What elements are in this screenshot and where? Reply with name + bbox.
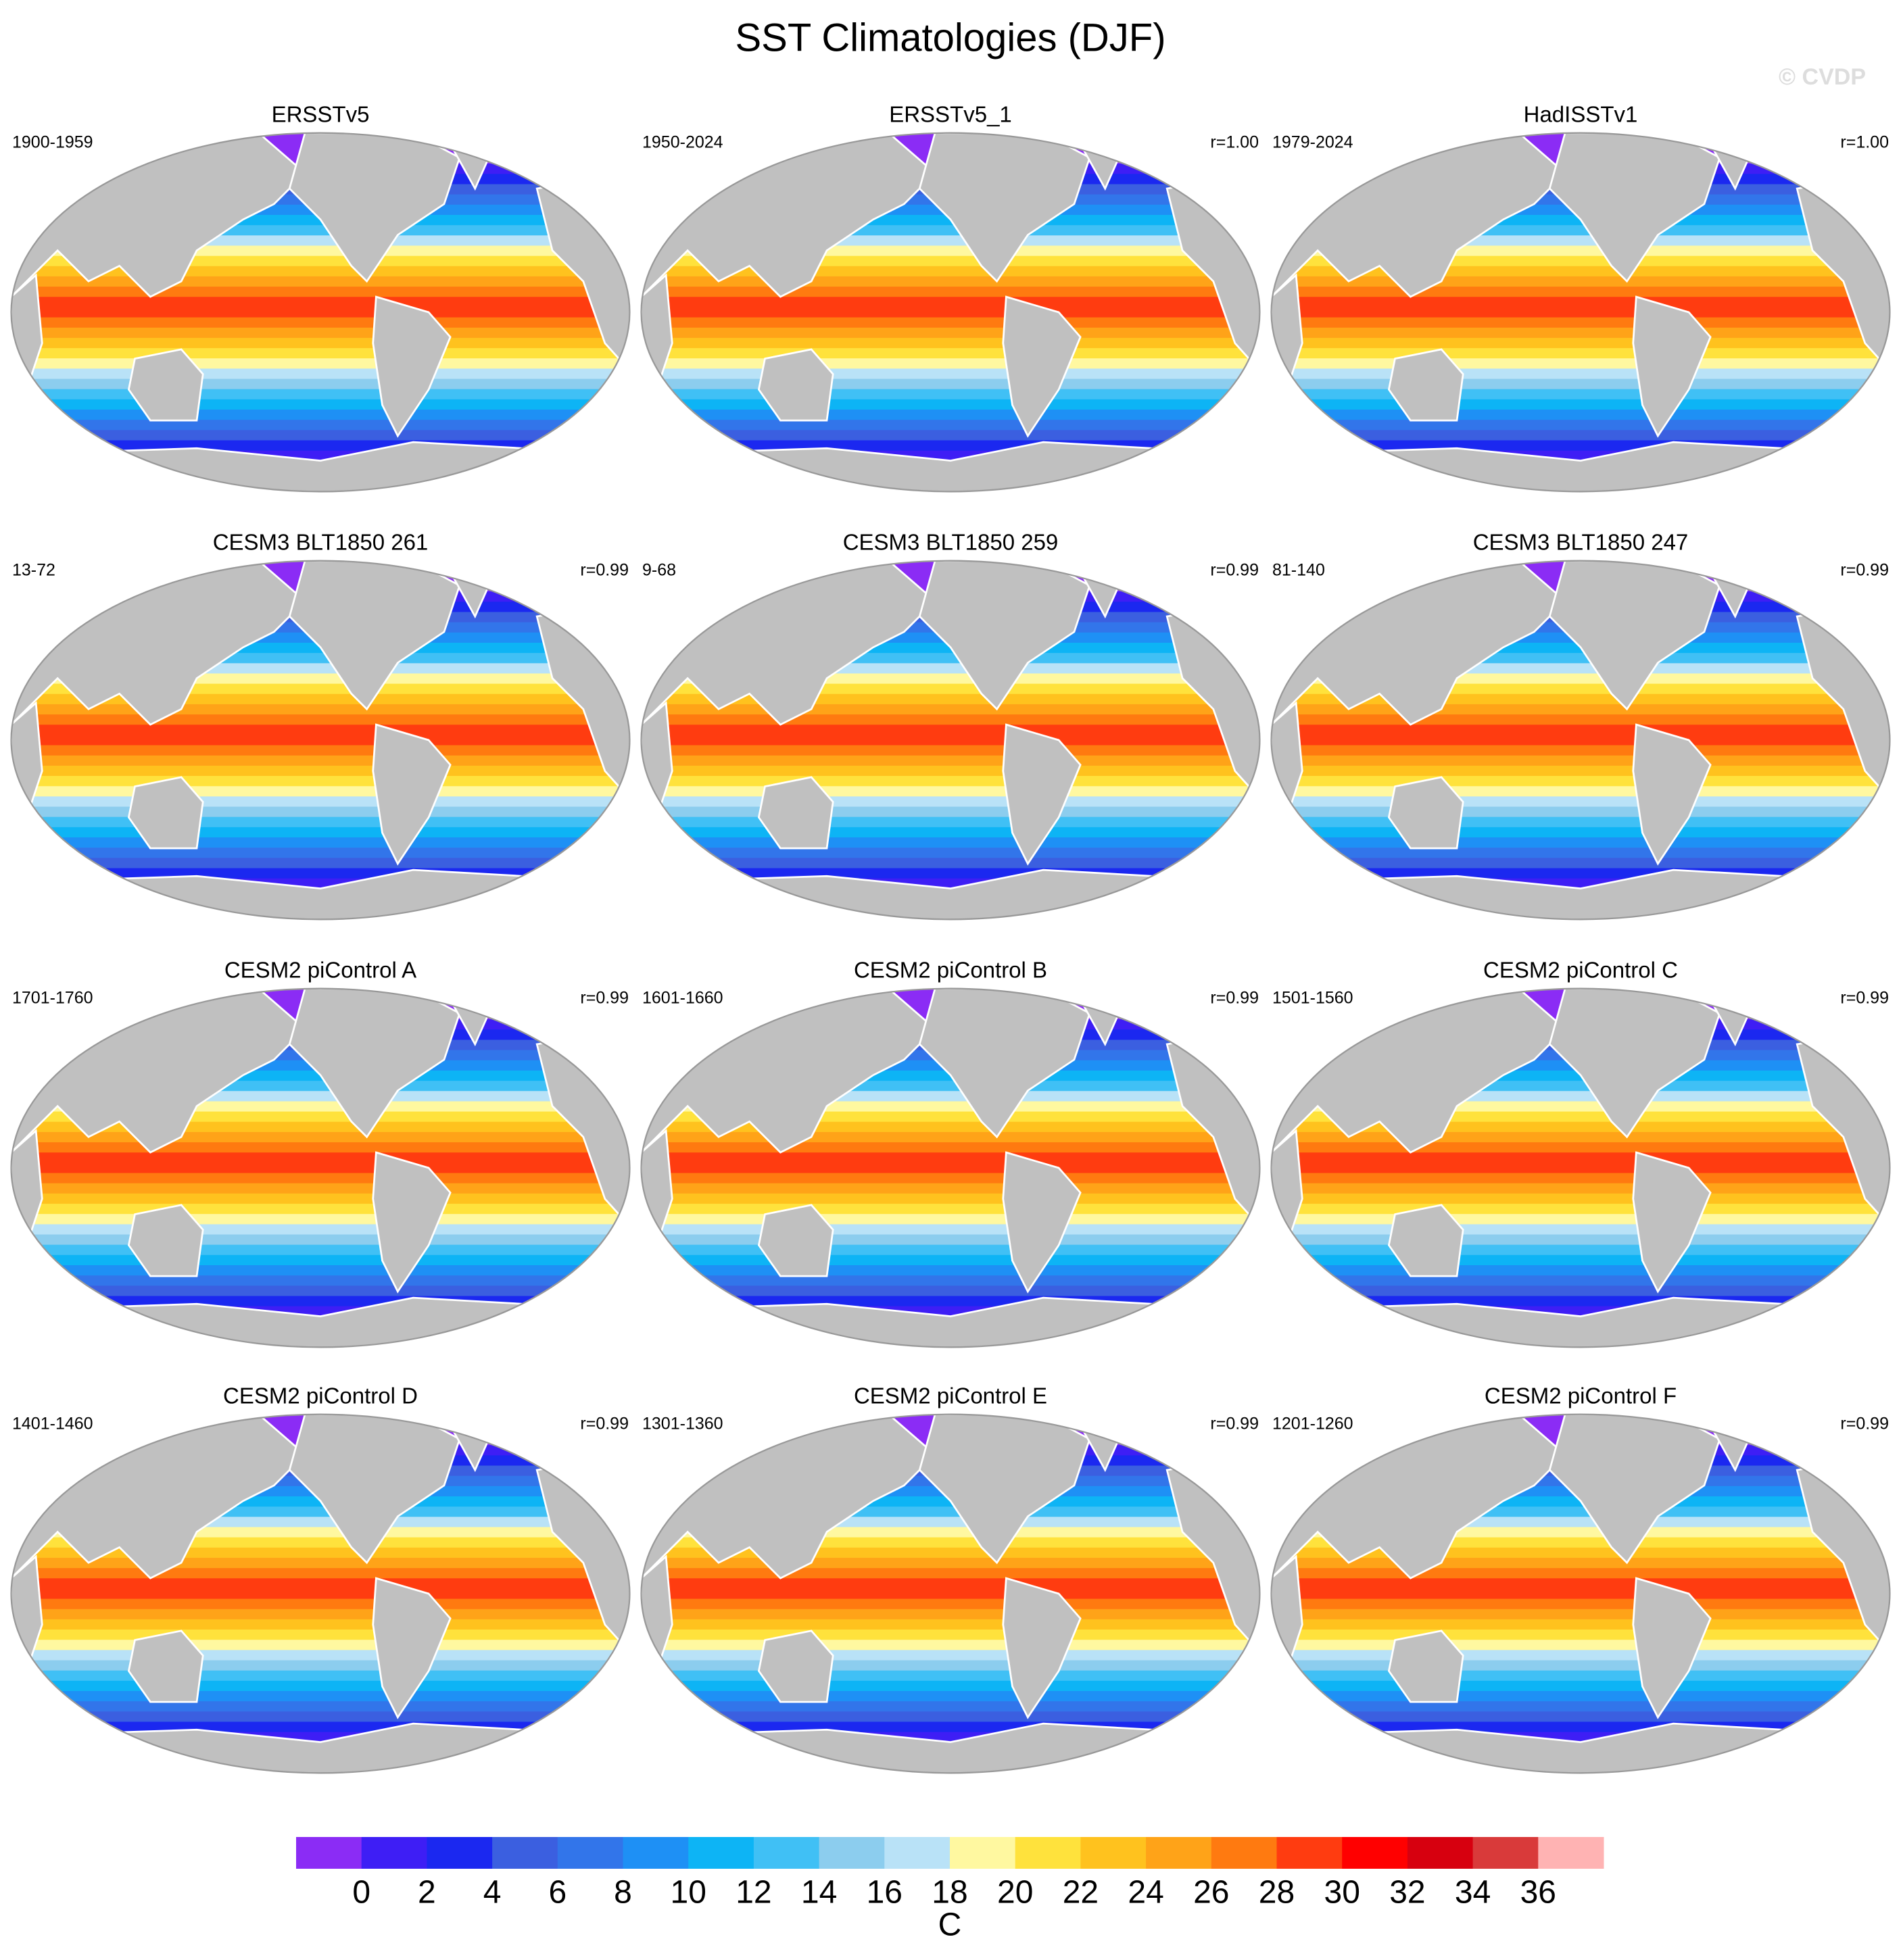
colorbar-label: 6 (548, 1875, 567, 1911)
map (638, 133, 1263, 498)
colorbar-label: 24 (1128, 1875, 1163, 1911)
colorbar-box (1538, 1837, 1604, 1869)
colorbar-box (1472, 1837, 1539, 1869)
colorbar-box (492, 1837, 558, 1869)
colorbar-label: 10 (671, 1875, 706, 1911)
panel-r: r=0.99 (1210, 561, 1259, 580)
panel-title: CESM2 piControl C (1483, 958, 1678, 983)
colorbar-box (1080, 1837, 1147, 1869)
panel-r: r=1.00 (1840, 133, 1889, 152)
colorbar-label: 22 (1063, 1875, 1099, 1911)
map (8, 561, 633, 926)
panel-r: r=1.00 (1210, 133, 1259, 152)
panel-r: r=0.99 (580, 1415, 629, 1434)
colorbar-label: 14 (801, 1875, 837, 1911)
map (1268, 1415, 1893, 1780)
colorbar-box (1276, 1837, 1343, 1869)
colorbar-box (1015, 1837, 1081, 1869)
map (638, 561, 1263, 926)
colorbar-box (557, 1837, 623, 1869)
panel-title: CESM2 piControl B (854, 958, 1047, 983)
colorbar-box (1146, 1837, 1212, 1869)
panel-period: 1401-1460 (12, 1415, 93, 1434)
colorbar-box (296, 1837, 362, 1869)
colorbar-label: 34 (1455, 1875, 1491, 1911)
colorbar-label: 0 (352, 1875, 370, 1911)
panel-title: HadISSTv1 (1524, 102, 1638, 127)
colorbar-label: 28 (1259, 1875, 1295, 1911)
colorbar-box (819, 1837, 885, 1869)
map (8, 1415, 633, 1780)
map (638, 1415, 1263, 1780)
panel-r: r=0.99 (1210, 1415, 1259, 1434)
colorbar-box (427, 1837, 493, 1869)
colorbar-label: 8 (614, 1875, 632, 1911)
panel-title: ERSSTv5_1 (889, 102, 1012, 127)
panel-title: CESM2 piControl D (223, 1383, 418, 1408)
panel-r: r=0.99 (1210, 989, 1259, 1008)
panel-r: r=0.99 (580, 561, 629, 580)
panel-period: 1701-1760 (12, 989, 93, 1008)
panel-title: CESM3 BLT1850 261 (213, 530, 429, 555)
map (1268, 561, 1893, 926)
colorbar-box (688, 1837, 754, 1869)
colorbar-label: 32 (1389, 1875, 1425, 1911)
panel-period: 81-140 (1272, 561, 1325, 580)
figure-title: SST Climatologies (DJF) (735, 16, 1165, 59)
colorbar-box (753, 1837, 820, 1869)
colorbar-box (950, 1837, 1016, 1869)
colorbar-box (884, 1837, 950, 1869)
map (1268, 133, 1893, 498)
colorbar-label: 12 (736, 1875, 771, 1911)
panel-r: r=0.99 (580, 989, 629, 1008)
colorbar-label: 16 (867, 1875, 903, 1911)
panel-period: 1900-1959 (12, 133, 93, 152)
panel-period: 1950-2024 (642, 133, 723, 152)
colorbar-unit: C (938, 1907, 962, 1943)
colorbar-label: 2 (418, 1875, 436, 1911)
panel-period: 13-72 (12, 561, 55, 580)
colorbar-box (361, 1837, 427, 1869)
panel-title: CESM2 piControl F (1485, 1383, 1677, 1408)
colorbar-label: 26 (1193, 1875, 1229, 1911)
colorbar-label: 20 (997, 1875, 1033, 1911)
map (638, 989, 1263, 1354)
panel-r: r=0.99 (1840, 1415, 1889, 1434)
colorbar-box (1211, 1837, 1277, 1869)
panel-period: 1201-1260 (1272, 1415, 1353, 1434)
colorbar-label: 36 (1520, 1875, 1556, 1911)
panel-r: r=0.99 (1840, 561, 1889, 580)
colorbar-box (623, 1837, 689, 1869)
colorbar-label: 4 (483, 1875, 502, 1911)
colorbar-box (1342, 1837, 1408, 1869)
panel-period: 1601-1660 (642, 989, 723, 1008)
panel-r: r=0.99 (1840, 989, 1889, 1008)
map (8, 133, 633, 498)
panel-period: 1979-2024 (1272, 133, 1353, 152)
panel-period: 9-68 (642, 561, 676, 580)
colorbar-box (1407, 1837, 1474, 1869)
colorbar-label: 18 (932, 1875, 967, 1911)
panel-title: CESM2 piControl A (224, 958, 416, 983)
panel-title: CESM3 BLT1850 259 (843, 530, 1059, 555)
panel-title: CESM2 piControl E (854, 1383, 1047, 1408)
panel-period: 1501-1560 (1272, 989, 1353, 1008)
map (8, 989, 633, 1354)
panel-title: ERSSTv5 (272, 102, 370, 127)
panel-period: 1301-1360 (642, 1415, 723, 1434)
map (1268, 989, 1893, 1354)
colorbar-label: 30 (1324, 1875, 1360, 1911)
copyright: © CVDP (1779, 64, 1866, 90)
panel-title: CESM3 BLT1850 247 (1473, 530, 1689, 555)
